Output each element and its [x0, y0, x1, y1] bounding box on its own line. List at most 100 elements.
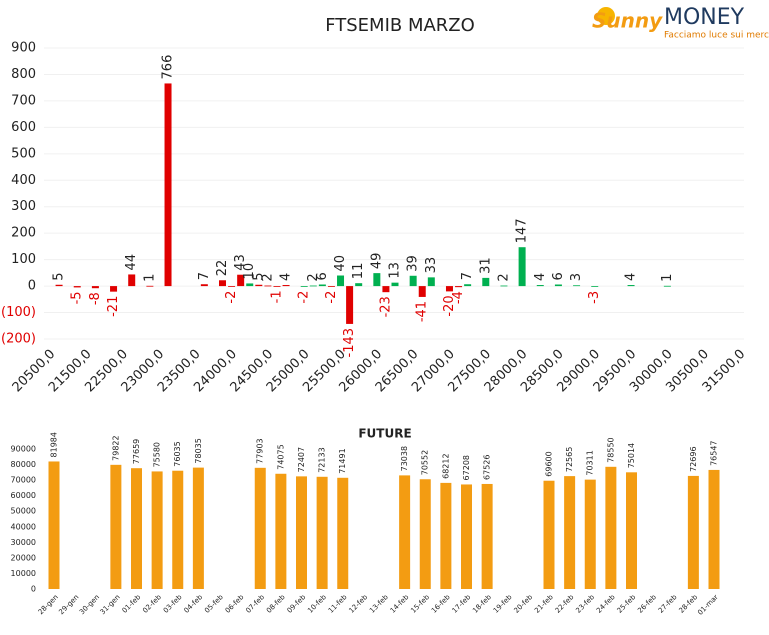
y-tick-label: 100: [11, 252, 36, 267]
bar: [254, 467, 266, 589]
value-label: 72696: [689, 446, 698, 471]
x-tick-label: 23-feb: [574, 593, 596, 615]
bar: [55, 284, 63, 287]
bar: [275, 473, 287, 589]
logo-sun: [597, 7, 615, 25]
y-tick-label: 90000: [11, 445, 36, 454]
value-label: 31: [478, 257, 493, 274]
value-label: 76547: [710, 440, 719, 465]
value-label: 78035: [194, 438, 203, 463]
y-tick-label: 300: [11, 199, 36, 214]
bar: [337, 477, 349, 589]
bar: [300, 286, 308, 287]
value-label: -2: [297, 291, 312, 304]
value-label: 10: [242, 263, 257, 280]
value-label: 40: [333, 255, 348, 272]
x-tick-label: 30-gen: [78, 593, 101, 616]
bar: [373, 273, 381, 287]
value-label: -5: [70, 291, 85, 304]
bar: [91, 286, 99, 289]
y-tick-label: 10000: [11, 569, 36, 578]
bar: [584, 479, 596, 589]
bar: [355, 283, 363, 287]
bar: [409, 275, 417, 287]
value-label: 147: [515, 218, 530, 243]
value-label: 3: [569, 273, 584, 281]
x-tick-label: 21-feb: [533, 593, 555, 615]
value-label: 7: [197, 272, 212, 280]
x-tick-label: 16-feb: [430, 593, 452, 615]
value-label: 67526: [483, 455, 492, 480]
bar: [316, 476, 328, 589]
bar: [128, 274, 136, 287]
x-tick-label: 24-feb: [595, 593, 617, 615]
value-label: 2: [306, 273, 321, 281]
bar: [399, 475, 411, 589]
value-label: 5: [52, 272, 67, 280]
bar: [110, 286, 118, 292]
bar: [573, 285, 581, 287]
value-label: 6: [315, 272, 330, 280]
bar: [482, 277, 490, 287]
x-tick-label: 13-feb: [368, 593, 390, 615]
bar: [273, 286, 281, 287]
x-tick-label: 03-feb: [162, 593, 184, 615]
x-tick-label: 17-feb: [451, 593, 473, 615]
bar: [296, 476, 307, 589]
bar: [264, 285, 272, 287]
logo-tagline: Facciamo luce sui mercati: [664, 31, 769, 41]
value-label: -8: [88, 292, 103, 305]
x-tick-label: 10-feb: [306, 593, 328, 615]
y-tick-label: 0: [31, 585, 36, 594]
bar: [327, 286, 335, 287]
value-label: 2: [260, 273, 275, 281]
x-tick-label: 19-feb: [492, 593, 514, 615]
value-label: 78550: [606, 437, 615, 462]
bar: [73, 286, 81, 288]
value-label: 6: [551, 272, 566, 280]
x-tick-label: 07-feb: [244, 593, 266, 615]
y-tick-label: (100): [1, 305, 36, 320]
bar: [687, 475, 699, 589]
bar: [461, 484, 472, 589]
value-label: 1: [660, 274, 675, 282]
value-label: 73038: [400, 446, 409, 471]
y-tick-label: 0: [28, 279, 36, 294]
bar: [255, 284, 263, 287]
y-tick-label: 70000: [11, 476, 36, 485]
value-label: 77659: [132, 439, 141, 464]
bar: [440, 482, 452, 589]
x-tick-label: 22-feb: [554, 593, 576, 615]
y-tick-label: 800: [11, 67, 36, 82]
y-tick-label: 600: [11, 120, 36, 135]
bar: [151, 471, 163, 589]
value-label: 71491: [338, 448, 347, 473]
x-tick-label: 18-feb: [471, 593, 493, 615]
value-label: 77903: [256, 438, 265, 463]
value-label: 11: [351, 263, 366, 280]
bar: [591, 286, 599, 287]
x-tick-label: 15-feb: [409, 593, 431, 615]
value-label: 79822: [111, 435, 120, 460]
x-tick-label: 05-feb: [203, 593, 225, 615]
logo-brand: Sunny: [592, 9, 663, 33]
y-tick-label: 80000: [11, 460, 36, 469]
x-tick-label: 28-gen: [37, 593, 60, 616]
x-tick-label: 04-feb: [183, 593, 205, 615]
value-label: 75014: [627, 443, 636, 468]
bar: [318, 284, 326, 287]
bar: [219, 280, 226, 287]
x-tick-label: 09-feb: [286, 593, 308, 615]
value-label: -20: [442, 295, 457, 316]
chart-title: FUTURE: [358, 427, 411, 441]
bar: [663, 285, 671, 287]
value-label: 4: [279, 273, 294, 281]
bar: [626, 472, 637, 589]
value-label: 72133: [318, 447, 327, 472]
bar: [427, 277, 435, 287]
bar: [554, 284, 562, 287]
bar: [246, 283, 254, 287]
value-label: -41: [415, 301, 430, 322]
y-tick-label: 40000: [11, 522, 36, 531]
